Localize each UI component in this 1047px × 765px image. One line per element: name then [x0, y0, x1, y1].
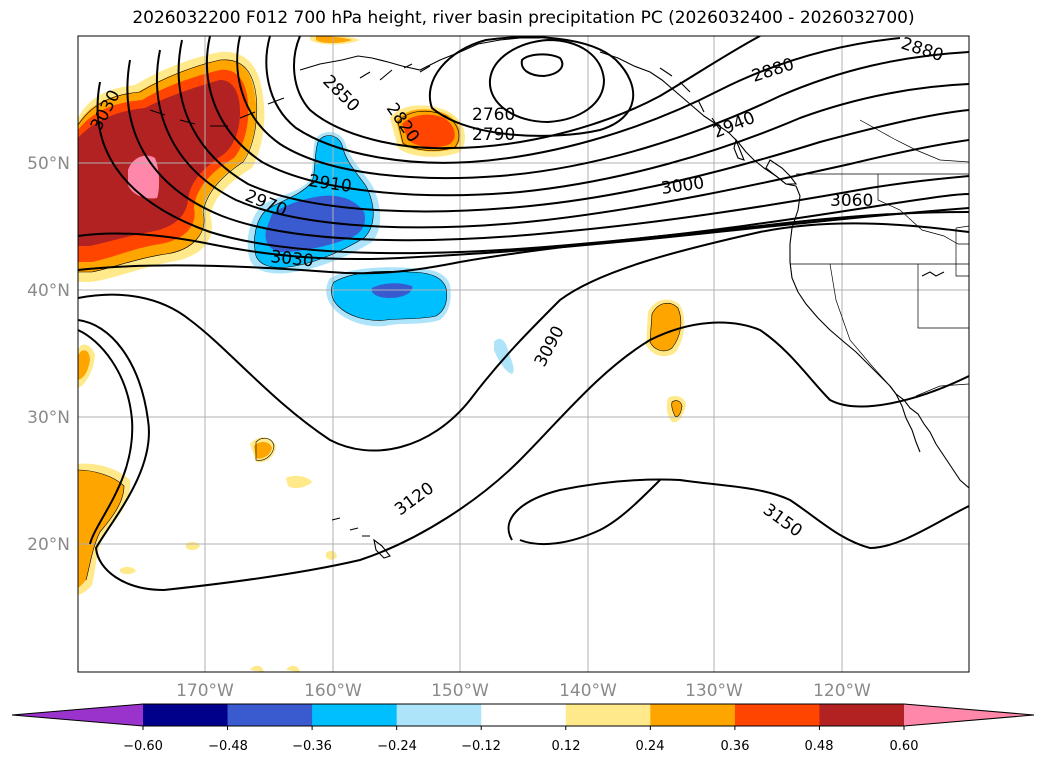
lon-label: 160°W — [304, 681, 362, 701]
colorbar-bin — [481, 704, 567, 726]
colorbar-tick: 0.36 — [721, 739, 750, 754]
coastlines — [149, 37, 969, 559]
colorbar-bin — [819, 704, 905, 726]
colorbar-tick: −0.60 — [123, 739, 163, 754]
colorbar-tick: −0.12 — [461, 739, 501, 754]
colorbar-tick: −0.36 — [292, 739, 332, 754]
contour-label: 3060 — [830, 191, 873, 211]
colorbar-extend-high — [904, 704, 1034, 726]
colorbar-tick: −0.24 — [377, 739, 417, 754]
latitude-labels: 50°N 40°N 30°N 20°N — [27, 154, 70, 555]
lat-label: 50°N — [27, 154, 70, 174]
lat-label: 20°N — [27, 535, 70, 555]
contour-label: 2760 — [472, 105, 515, 125]
colorbar-bin — [143, 704, 229, 726]
height-contours — [78, 36, 969, 592]
colorbar-tick-labels: −0.60 −0.48 −0.36 −0.24 −0.12 0.12 0.24 … — [123, 739, 918, 754]
lon-label: 140°W — [559, 681, 617, 701]
lon-label: 150°W — [431, 681, 489, 701]
lon-label: 130°W — [685, 681, 743, 701]
colorbar-bin — [565, 704, 651, 726]
longitude-labels: 170°W 160°W 150°W 140°W 130°W 120°W — [176, 681, 871, 701]
colorbar-tick: 0.48 — [805, 739, 834, 754]
political-borders — [790, 119, 969, 397]
colorbar-bin — [227, 704, 313, 726]
lon-label: 120°W — [813, 681, 871, 701]
contour-label: 3030 — [269, 247, 314, 271]
contour-label: 2790 — [472, 125, 515, 145]
colorbar — [11, 703, 1035, 730]
colorbar-tick: −0.48 — [208, 739, 248, 754]
colorbar-bin — [650, 704, 736, 726]
lat-label: 40°N — [27, 281, 70, 301]
colorbar-bin — [312, 704, 398, 726]
colorbar-extend-low — [12, 704, 143, 726]
colorbar-bin — [734, 704, 820, 726]
lat-label: 30°N — [27, 408, 70, 428]
pc-zero-contours — [78, 59, 683, 581]
colorbar-bin — [396, 704, 482, 726]
colorbar-tick: 0.24 — [636, 739, 665, 754]
map-frame — [77, 35, 970, 673]
colorbar-tick: 0.12 — [552, 739, 581, 754]
map-title: 2026032200 F012 700 hPa height, river ba… — [132, 8, 915, 28]
colorbar-tick: 0.60 — [890, 739, 919, 754]
lon-label: 170°W — [176, 681, 234, 701]
